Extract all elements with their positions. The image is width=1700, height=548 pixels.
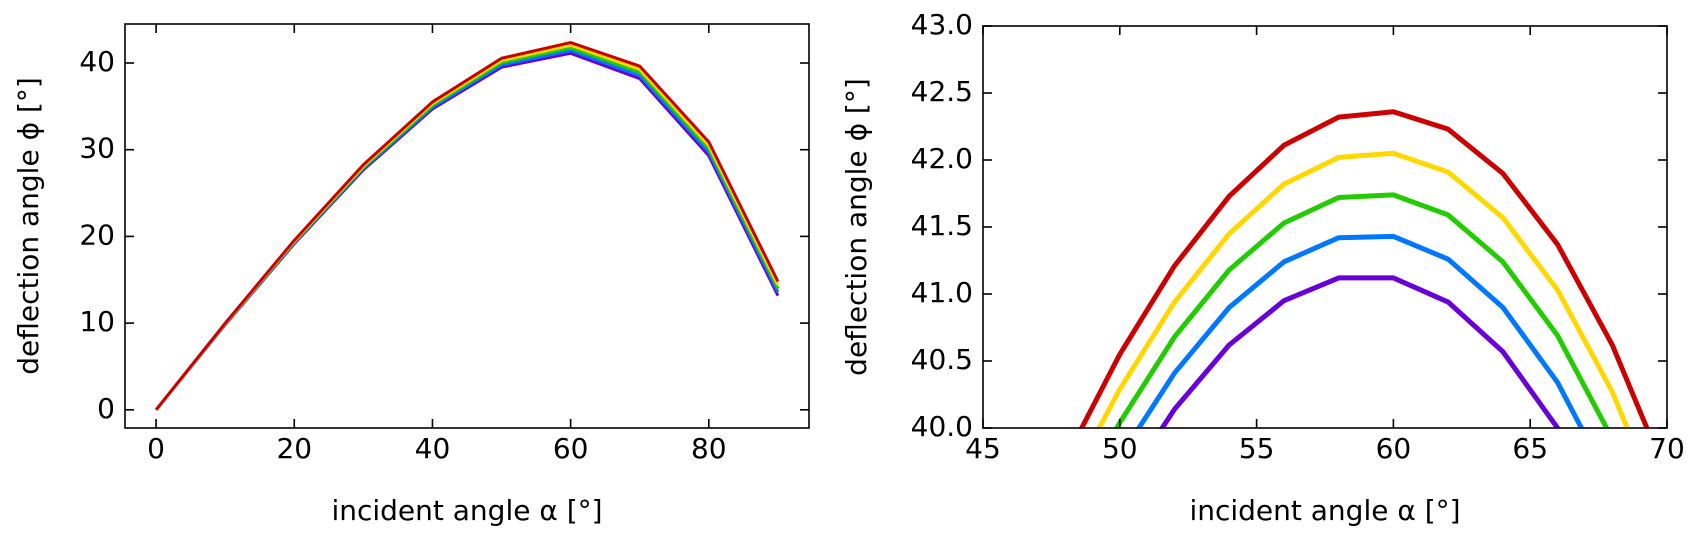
y-axis-label: deflection angle ϕ [°]: [12, 77, 45, 375]
x-tick-label: 45: [965, 432, 1001, 465]
y-axis-label: deflection angle ϕ [°]: [840, 78, 873, 376]
y-tick-label: 30: [79, 132, 115, 165]
data-line: [154, 49, 780, 411]
data-line: [154, 51, 780, 411]
data-line: [1096, 150, 1630, 428]
x-tick-label: 40: [415, 432, 451, 465]
y-tick-label: 43.0: [911, 8, 973, 41]
y-tick-label: 20: [79, 218, 115, 251]
y-tick-label: 42.0: [911, 142, 973, 175]
x-tick-label: 60: [1376, 432, 1412, 465]
data-line: [154, 43, 780, 411]
y-tick-label: 41.5: [911, 209, 973, 242]
y-tick-label: 40: [79, 45, 115, 78]
plot: 0 20 40 60 80 0 10 20 30 40 incident angle α [°] de…: [12, 23, 810, 527]
x-tick-label: 70: [1649, 432, 1685, 465]
data-line: [154, 46, 780, 411]
y-tick-label: 42.5: [911, 75, 973, 108]
data-line: [1159, 275, 1561, 428]
x-tick-label: 60: [553, 432, 589, 465]
x-tick-label: 55: [1239, 432, 1275, 465]
x-tick-label: 65: [1512, 432, 1548, 465]
x-axis-label: incident angle α [°]: [331, 494, 602, 527]
y-tick-label: 10: [79, 305, 115, 338]
data-line: [1135, 233, 1585, 428]
plot-frame: [124, 23, 810, 429]
data-line: [1078, 109, 1650, 428]
x-tick-label: 0: [147, 432, 165, 465]
data-line: [154, 41, 780, 411]
x-tick-label: 50: [1102, 432, 1138, 465]
y-tick-label: 0: [97, 392, 115, 425]
plot: 45 50 55 60 65 70 40.0 40.5 41.0 41.5 42.0 42.5 43.0…: [840, 8, 1685, 527]
x-tick-label: 20: [276, 432, 312, 465]
x-axis-label: incident angle α [°]: [1189, 494, 1460, 527]
y-tick-label: 41.0: [911, 276, 973, 309]
y-tick-label: 40.0: [911, 410, 973, 443]
plot-frame: [982, 25, 1668, 429]
data-line: [1114, 192, 1610, 428]
x-tick-label: 80: [691, 432, 727, 465]
y-tick-label: 40.5: [911, 343, 973, 376]
